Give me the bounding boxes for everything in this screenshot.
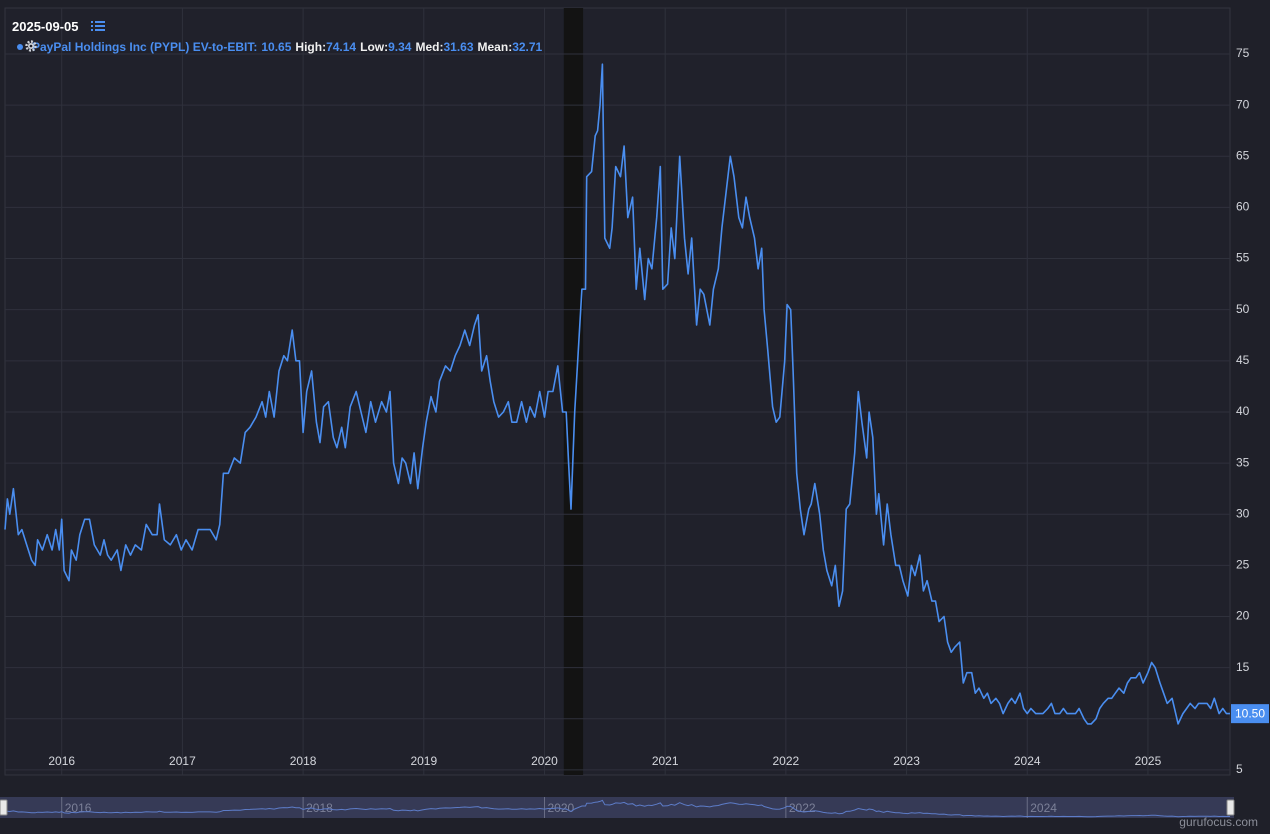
stat-value: 31.63 [443,40,474,54]
x-tick-label: 2022 [773,754,800,768]
x-tick-label: 2024 [1014,754,1041,768]
x-tick-label: 2021 [652,754,679,768]
last-value-label: 10.50 [1235,706,1265,720]
x-tick-label: 2017 [169,754,196,768]
current-value: 10.65 [261,40,292,54]
y-tick-label: 30 [1236,506,1250,520]
watermark: gurufocus.com [1179,815,1258,829]
navigator [0,797,1234,818]
plot-area [4,7,1231,776]
y-tick-label: 15 [1236,660,1250,674]
y-tick-label: 60 [1236,200,1250,214]
shaded-range [563,8,584,775]
y-tick-label: 5 [1236,762,1243,776]
x-tick-label: 2016 [48,754,75,768]
stat-value: 74.14 [326,40,357,54]
stat-label: Med [415,40,443,54]
legend-label: PayPal Holdings Inc (PYPL) EV-to-EBIT [32,40,257,54]
date: 2025-09-05 [12,19,79,34]
stat-value: 9.34 [388,40,412,54]
y-tick-label: 20 [1236,609,1250,623]
last-value-tag [1231,704,1269,724]
y-tick-label: 35 [1236,455,1250,469]
navigator-handle-right[interactable] [1226,799,1235,816]
header: 2025-09-05 [12,18,105,36]
y-tick-label: 55 [1236,251,1250,265]
stat-label: Mean [478,40,513,54]
stats: High74.14Low9.34Med31.63 Mean32.71 [291,40,542,54]
legend: PayPal Holdings Inc (PYPL) EV-to-EBIT 10… [17,40,542,54]
y-tick-label: 70 [1236,97,1250,111]
y-tick-label: 45 [1236,353,1250,367]
x-tick-label: 2020 [531,754,558,768]
navigator-label: 2018 [306,801,333,815]
x-tick-label: 2018 [290,754,317,768]
stat-label: High [295,40,326,54]
navigator-line [4,799,1230,818]
y-tick-label: 75 [1236,46,1250,60]
navigator-label: 2024 [1030,801,1057,815]
y-tick-label: 65 [1236,148,1250,162]
x-tick-label: 2023 [893,754,920,768]
stat-value: 32.71 [512,40,543,54]
y-tick-label: 50 [1236,302,1250,316]
y-tick-label: 40 [1236,404,1250,418]
legend-marker [17,44,23,50]
list-icon[interactable] [90,20,105,32]
x-tick-label: 2019 [410,754,437,768]
data-line [4,63,1230,725]
settings-icon[interactable] [25,40,37,52]
stat-label: Low [360,40,388,54]
navigator-handle-left[interactable] [0,799,8,816]
y-tick-label: 25 [1236,558,1250,572]
x-tick-label: 2025 [1135,754,1162,768]
